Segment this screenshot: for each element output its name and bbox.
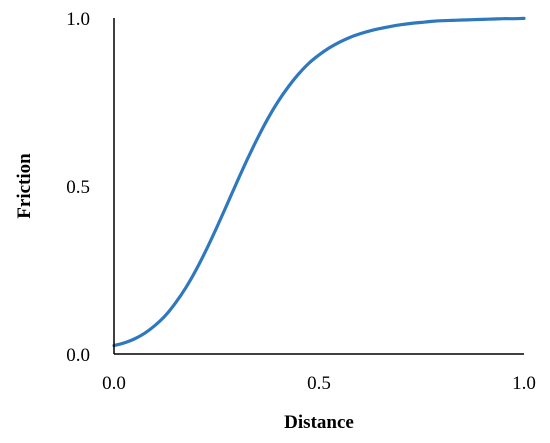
- plot-area: [112, 16, 526, 348]
- y-tick-label: 0.0: [66, 345, 90, 366]
- x-axis-title: Distance: [284, 412, 354, 433]
- y-tick-label: 1.0: [66, 9, 90, 30]
- x-tick-label: 0.5: [307, 373, 331, 394]
- y-tick-label: 0.5: [66, 177, 90, 198]
- series-line: [112, 16, 526, 348]
- y-axis-title: Friction: [14, 153, 35, 219]
- x-tick-label: 1.0: [512, 373, 536, 394]
- tick-labels: 0.0 0.5 1.0 0.0 0.5 1.0: [66, 9, 536, 394]
- axes: [113, 18, 524, 355]
- x-tick-label: 0.0: [102, 373, 126, 394]
